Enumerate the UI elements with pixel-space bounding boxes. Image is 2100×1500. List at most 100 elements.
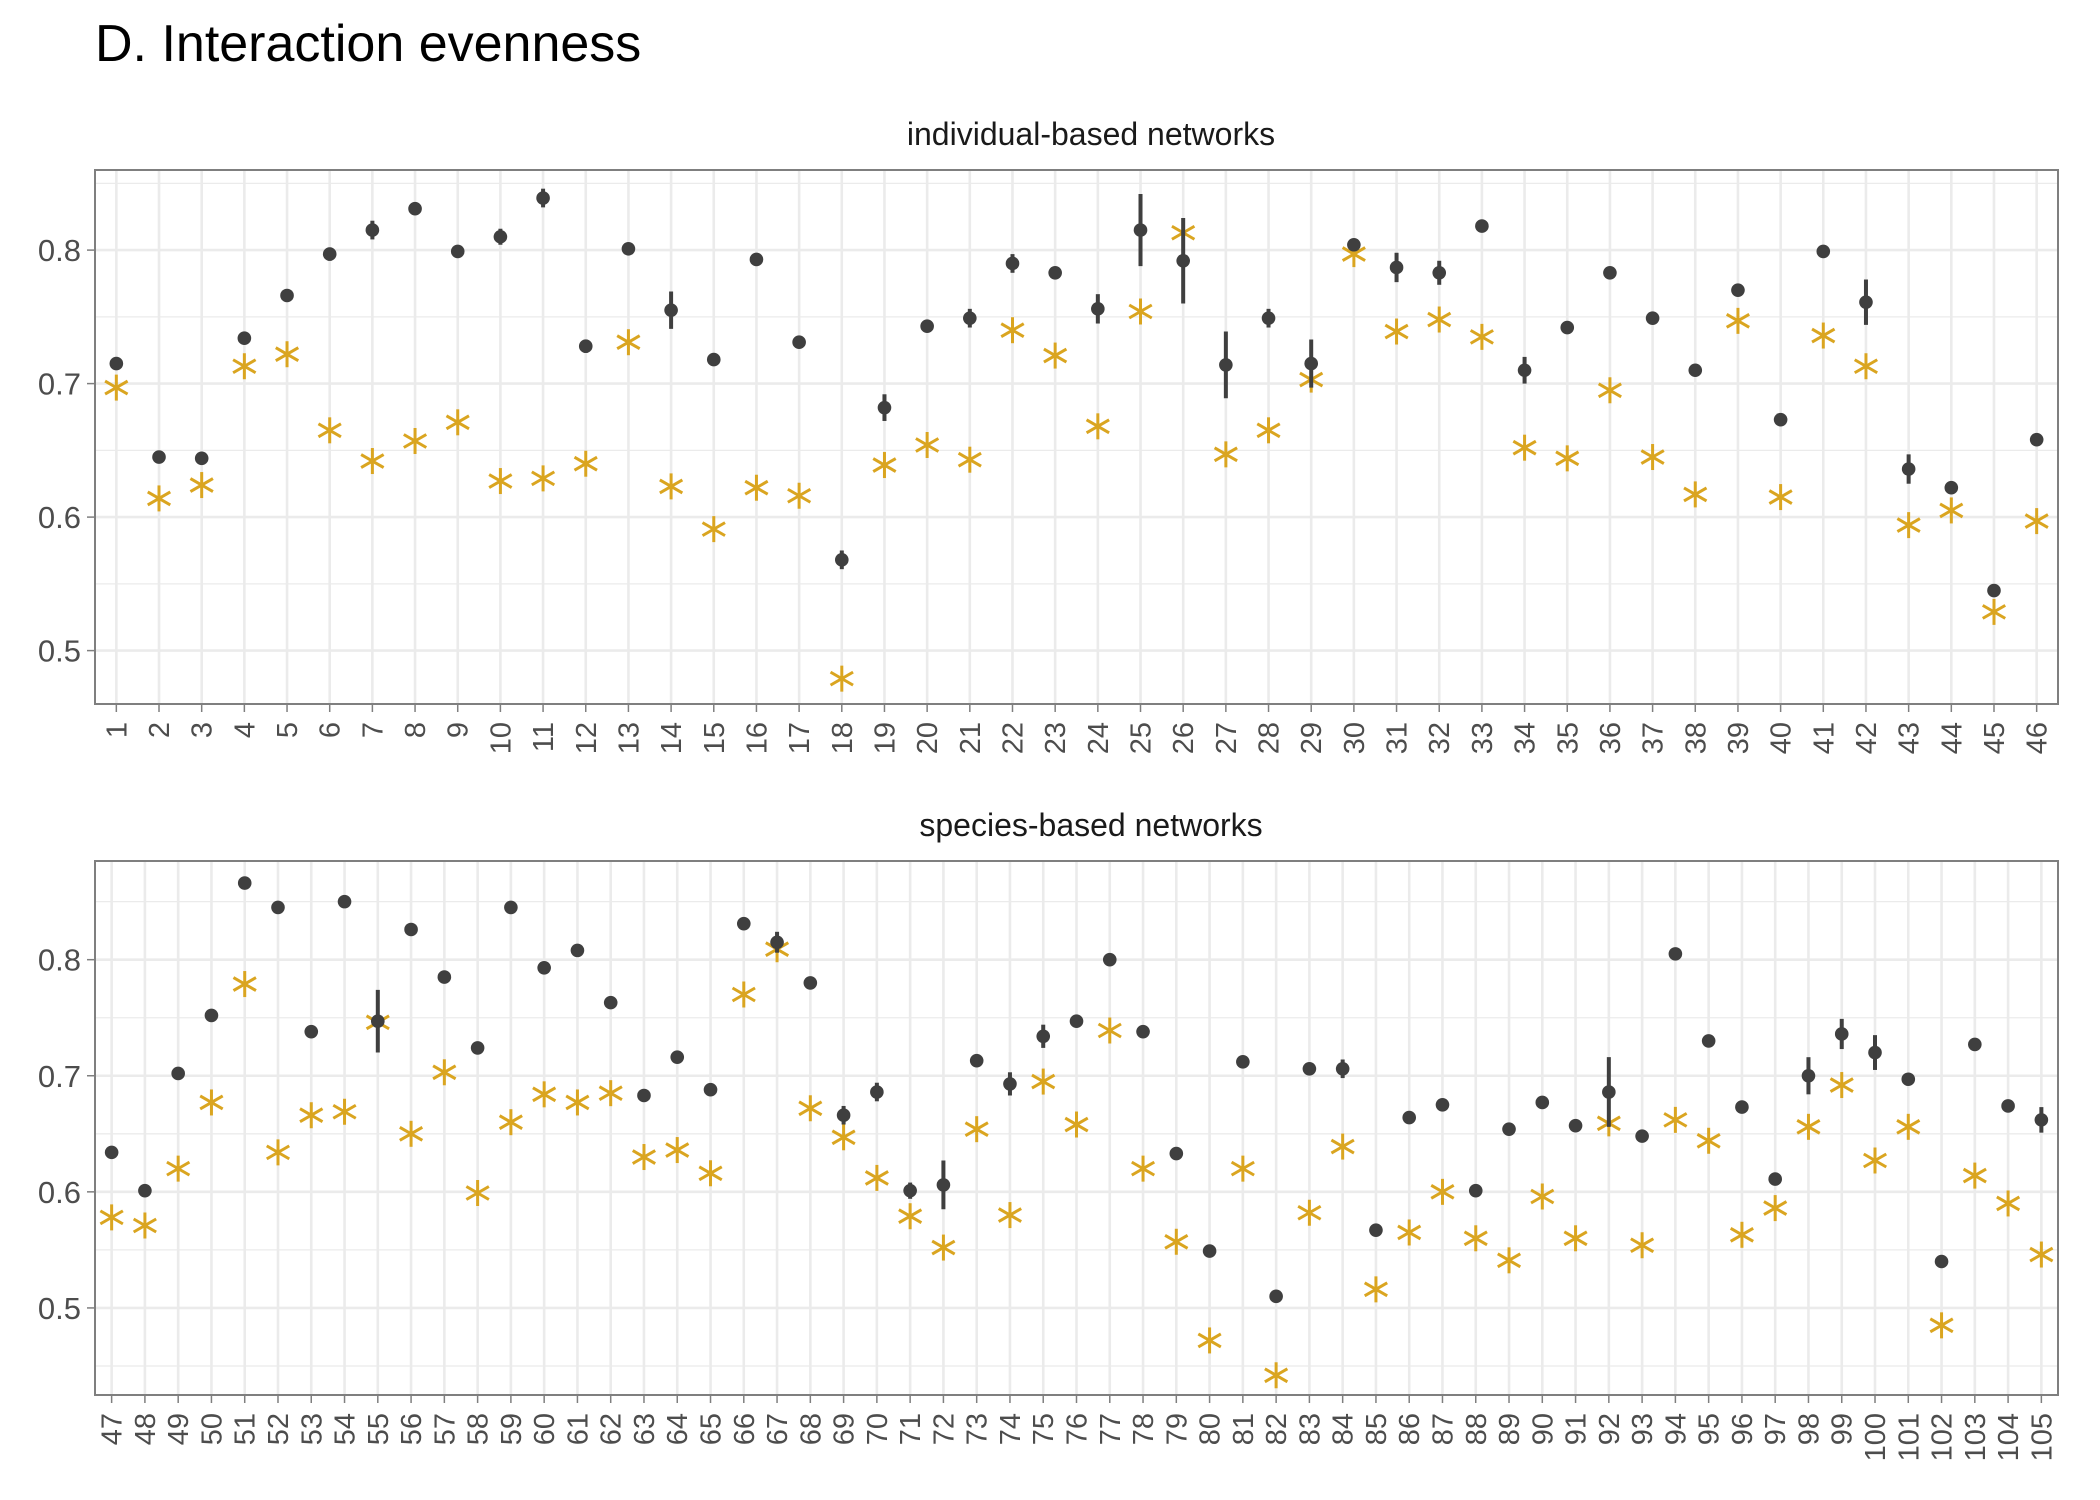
x-tick-label: 96: [1727, 1413, 1759, 1445]
mean-point: [603, 995, 618, 1010]
mean-point: [1402, 1110, 1417, 1125]
asterisk-stroke: [332, 1103, 357, 1120]
observed-asterisk: [1164, 1228, 1189, 1255]
mean-point: [1219, 358, 1233, 372]
panel-title-species-based: species-based networks: [919, 807, 1262, 843]
observed-asterisk: [573, 450, 598, 477]
mean-point: [834, 553, 849, 567]
asterisk-stroke: [964, 1121, 989, 1137]
observed-asterisk: [1796, 1113, 1821, 1140]
asterisk-stroke: [872, 457, 897, 473]
x-tick-label: 52: [263, 1413, 295, 1445]
asterisk-stroke: [665, 1142, 690, 1158]
x-tick-label: 1: [101, 722, 133, 738]
mean-point: [920, 319, 934, 333]
asterisk-stroke: [1000, 322, 1025, 338]
mean-point: [736, 916, 751, 931]
asterisk-stroke: [1811, 327, 1836, 344]
x-tick-label: 14: [656, 722, 688, 754]
observed-asterisk: [1097, 1017, 1122, 1044]
asterisk-stroke: [1363, 1281, 1388, 1298]
observed-asterisk: [360, 448, 385, 475]
mean-point: [963, 311, 977, 325]
asterisk-stroke: [1230, 1160, 1255, 1177]
asterisk-stroke: [2029, 1246, 2054, 1263]
mean-point: [1773, 412, 1788, 427]
asterisk-stroke: [104, 379, 129, 396]
observed-asterisk: [831, 1124, 856, 1151]
mean-point: [706, 352, 721, 367]
mean-point: [1475, 219, 1489, 233]
observed-asterisk: [701, 516, 726, 543]
mean-point: [936, 1178, 951, 1192]
x-tick-label: 89: [1494, 1413, 1526, 1445]
mean-point: [1635, 1129, 1649, 1143]
x-tick-label: 79: [1161, 1413, 1193, 1445]
observed-asterisk: [2029, 1241, 2054, 1268]
observed-asterisk: [1264, 1362, 1289, 1389]
mean-point: [1934, 1254, 1949, 1269]
x-tick-label: 100: [1860, 1413, 1892, 1461]
mean-point: [1502, 1122, 1516, 1136]
asterisk-stroke: [532, 1086, 557, 1103]
asterisk-stroke: [531, 470, 556, 487]
mean-point: [408, 201, 422, 216]
mean-point: [1036, 1029, 1051, 1044]
asterisk-stroke: [1427, 311, 1452, 328]
asterisk-stroke: [1430, 1184, 1455, 1200]
x-tick-label: 39: [1723, 722, 1755, 754]
x-tick-label: 102: [1927, 1413, 1959, 1461]
mean-point: [493, 229, 508, 244]
asterisk-stroke: [864, 1170, 889, 1186]
x-tick-label: 61: [562, 1413, 594, 1445]
observed-asterisk: [1896, 1113, 1921, 1140]
x-tick-label: 83: [1294, 1413, 1326, 1445]
asterisk-stroke: [1085, 418, 1110, 435]
panel-species-based: species-based networks 0.5 0.6 0.7 0.8 47 48 4…: [38, 807, 2059, 1461]
asterisk-stroke: [317, 422, 342, 439]
observed-asterisk: [147, 485, 172, 512]
panel-title-individual-based: individual-based networks: [907, 116, 1275, 152]
panel-border: [94, 169, 2059, 705]
x-tick-label: 81: [1228, 1413, 1260, 1445]
asterisk-stroke: [1981, 604, 2006, 620]
observed-asterisk: [1939, 497, 1964, 524]
asterisk-stroke: [132, 1217, 157, 1234]
x-tick-label: 11: [528, 722, 560, 752]
asterisk-stroke: [659, 478, 684, 495]
asterisk-stroke: [360, 453, 385, 469]
x-tick-label: 19: [869, 722, 901, 754]
asterisk-stroke: [1043, 347, 1068, 364]
observed-asterisk: [1427, 306, 1452, 333]
mean-point: [1468, 1183, 1483, 1198]
mean-point: [1568, 1118, 1583, 1133]
asterisk-stroke: [403, 433, 428, 449]
x-tick-label: 80: [1195, 1413, 1227, 1445]
observed-asterisk: [1197, 1327, 1222, 1354]
x-tick-label: 91: [1561, 1413, 1593, 1445]
observed-asterisk: [1962, 1162, 1987, 1189]
x-tick-label: 71: [895, 1413, 927, 1445]
mean-point: [450, 244, 465, 259]
observed-asterisk: [1981, 598, 2006, 625]
x-tick-label: 68: [795, 1413, 827, 1445]
x-tick-label: 74: [995, 1413, 1027, 1445]
asterisk-stroke: [498, 1114, 523, 1130]
observed-asterisk: [915, 432, 940, 459]
x-tick-label: 44: [1936, 722, 1968, 754]
mean-point: [637, 1088, 651, 1103]
mean-point: [749, 252, 764, 267]
observed-asterisk: [1996, 1190, 2021, 1217]
asterisk-stroke: [1512, 439, 1537, 456]
mean-point: [703, 1082, 718, 1097]
x-tick-label: 25: [1126, 722, 1158, 754]
mean-point: [1944, 480, 1959, 495]
asterisk-stroke: [166, 1160, 191, 1177]
x-tick-label: 34: [1510, 722, 1542, 754]
asterisk-stroke: [1768, 489, 1793, 505]
x-tick-label: 69: [829, 1413, 861, 1445]
observed-asterisk: [957, 446, 982, 473]
x-tick-label: 20: [912, 722, 944, 754]
x-tick-label: 70: [862, 1413, 894, 1445]
